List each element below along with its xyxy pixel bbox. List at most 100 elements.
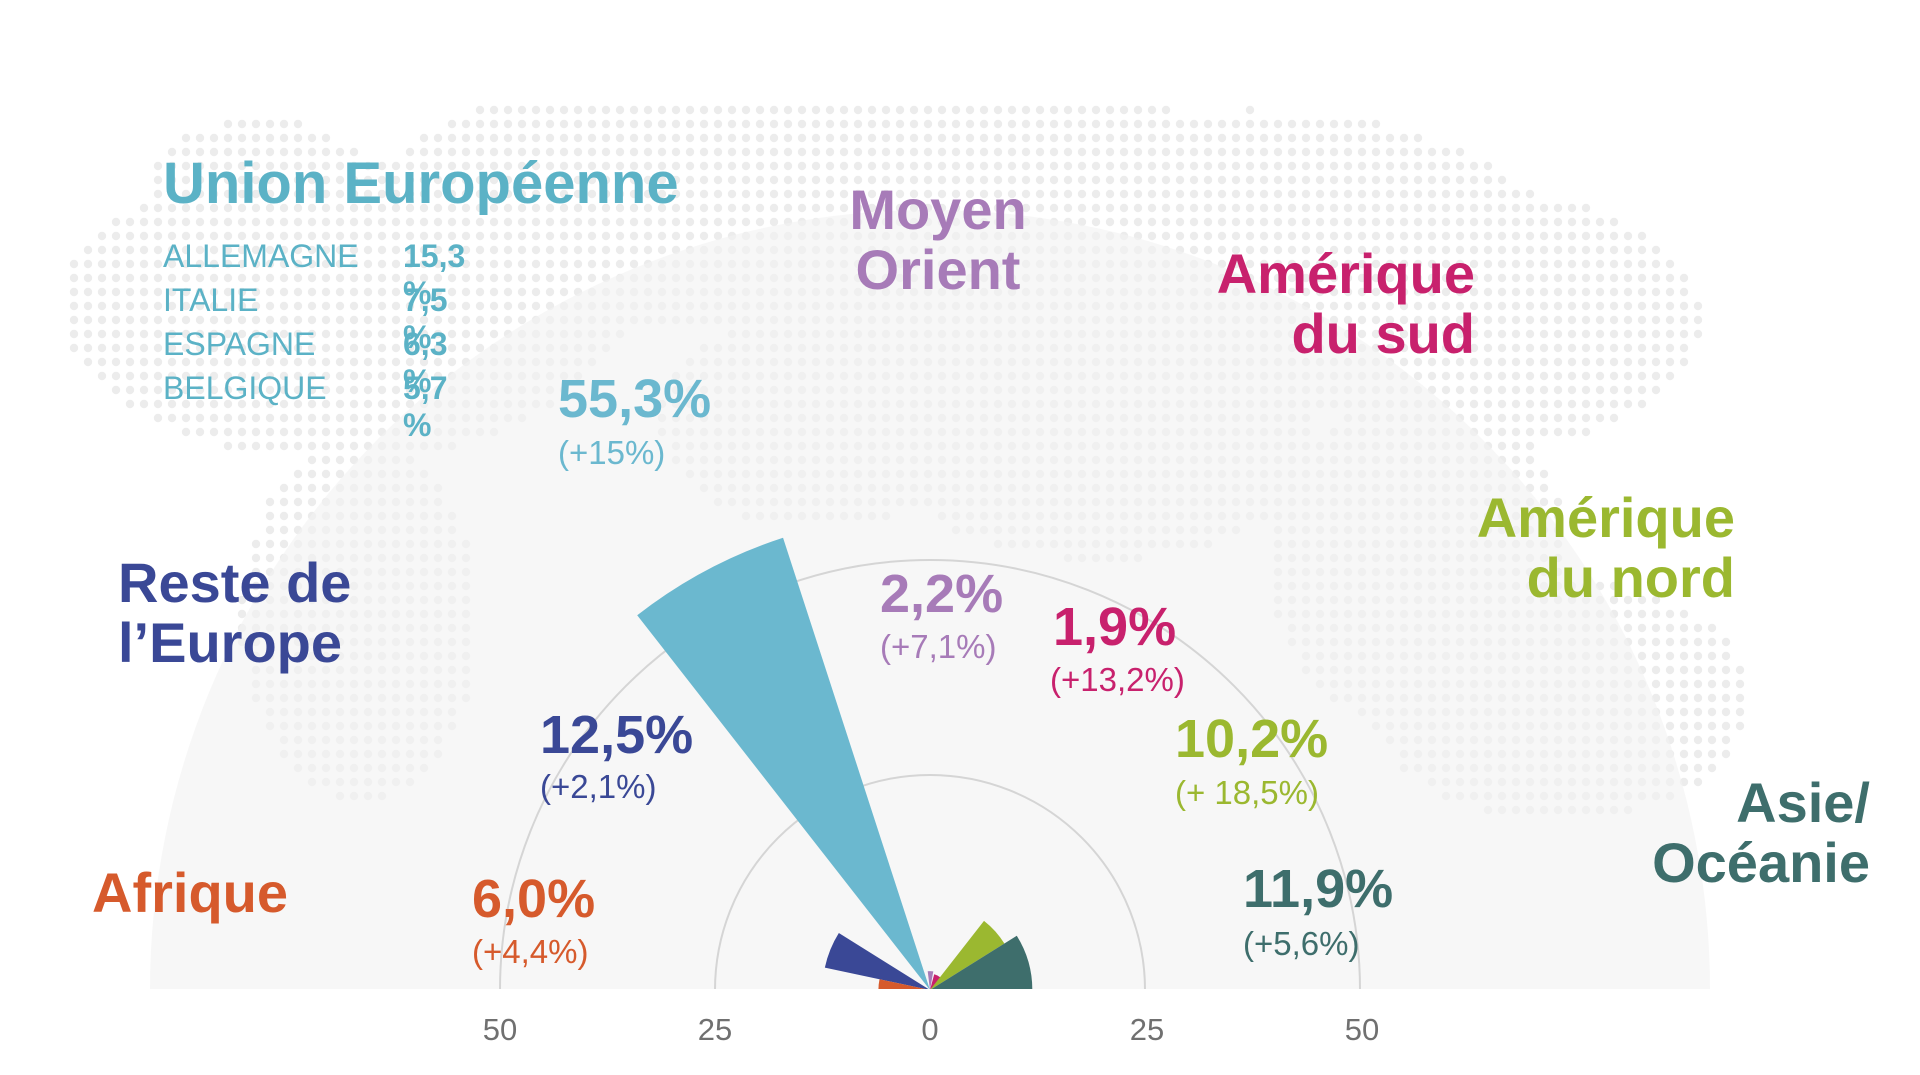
map-dot	[1119, 161, 1129, 171]
map-dot	[1063, 203, 1073, 213]
map-dot	[265, 147, 275, 157]
map-dot	[307, 245, 317, 255]
map-dot	[727, 161, 737, 171]
map-dot	[559, 217, 569, 227]
map-dot	[923, 105, 933, 115]
map-dot	[433, 217, 443, 227]
map-dot	[461, 315, 471, 325]
map-dot	[1623, 623, 1633, 633]
map-dot	[223, 217, 233, 227]
map-dot	[153, 301, 163, 311]
map-dot	[1651, 329, 1661, 339]
map-dot	[363, 357, 373, 367]
region-label-asie-oceanie: Asie/ Océanie	[1620, 772, 1870, 894]
map-dot	[573, 133, 583, 143]
map-dot	[1161, 231, 1171, 241]
map-dot	[1161, 147, 1171, 157]
map-dot	[433, 203, 443, 213]
map-dot	[433, 301, 443, 311]
map-dot	[1329, 203, 1339, 213]
map-dot	[475, 343, 485, 353]
map-dot	[531, 273, 541, 283]
map-dot	[1539, 497, 1549, 507]
map-dot	[1483, 399, 1493, 409]
map-dot	[1203, 231, 1213, 241]
map-dot	[265, 399, 275, 409]
map-dot	[1651, 245, 1661, 255]
map-dot	[545, 161, 555, 171]
map-dot	[1693, 329, 1703, 339]
map-dot	[293, 161, 303, 171]
grid-rings	[499, 559, 1361, 991]
map-dot	[1581, 371, 1591, 381]
map-dot	[643, 203, 653, 213]
map-dot	[643, 189, 653, 199]
map-dot	[1357, 329, 1367, 339]
map-dot	[1483, 273, 1493, 283]
map-dot	[629, 217, 639, 227]
map-dot	[685, 217, 695, 227]
map-dot	[265, 385, 275, 395]
map-dot	[1609, 399, 1619, 409]
map-dot	[727, 217, 737, 227]
map-dot	[923, 189, 933, 199]
map-dot	[139, 399, 149, 409]
map-dot	[1469, 329, 1479, 339]
map-dot	[1021, 161, 1031, 171]
map-dot	[1623, 385, 1633, 395]
map-dot	[1315, 231, 1325, 241]
map-dot	[1567, 315, 1577, 325]
map-dot	[1203, 189, 1213, 199]
map-dot	[223, 427, 233, 437]
map-dot	[363, 189, 373, 199]
map-dot	[1287, 189, 1297, 199]
map-dot	[223, 287, 233, 297]
map-dot	[279, 217, 289, 227]
map-dot	[237, 357, 247, 367]
map-dot	[1553, 217, 1563, 227]
map-dot	[419, 133, 429, 143]
map-dot	[699, 105, 709, 115]
map-dot	[293, 329, 303, 339]
map-dot	[769, 119, 779, 129]
map-dot	[279, 441, 289, 451]
map-dot	[307, 427, 317, 437]
map-dot	[1021, 105, 1031, 115]
map-dot	[1147, 231, 1157, 241]
map-dot	[279, 539, 289, 549]
map-dot	[377, 203, 387, 213]
map-dot	[251, 301, 261, 311]
map-dot	[1735, 693, 1745, 703]
map-dot	[1049, 105, 1059, 115]
map-dot	[1539, 357, 1549, 367]
map-dot	[1147, 133, 1157, 143]
map-dot	[881, 189, 891, 199]
map-dot	[1399, 133, 1409, 143]
map-dot	[251, 427, 261, 437]
eu-value: 15,3 %	[403, 238, 466, 311]
map-dot	[1511, 301, 1521, 311]
map-dot	[1721, 749, 1731, 759]
map-dot	[195, 273, 205, 283]
map-dot	[1623, 399, 1633, 409]
map-dot	[1553, 511, 1563, 521]
map-dot	[321, 147, 331, 157]
map-dot	[965, 161, 975, 171]
map-dot	[1651, 651, 1661, 661]
map-dot	[545, 119, 555, 129]
map-dot	[1315, 175, 1325, 185]
map-dot	[923, 119, 933, 129]
map-dot	[1175, 147, 1185, 157]
map-dot	[531, 147, 541, 157]
map-dot	[1203, 133, 1213, 143]
map-dot	[349, 259, 359, 269]
map-dot	[209, 245, 219, 255]
map-dot	[1539, 399, 1549, 409]
map-dot	[307, 469, 317, 479]
map-dot	[1721, 651, 1731, 661]
map-dot	[741, 133, 751, 143]
map-dot	[1035, 105, 1045, 115]
map-dot	[1413, 371, 1423, 381]
map-dot	[573, 161, 583, 171]
map-dot	[1049, 147, 1059, 157]
